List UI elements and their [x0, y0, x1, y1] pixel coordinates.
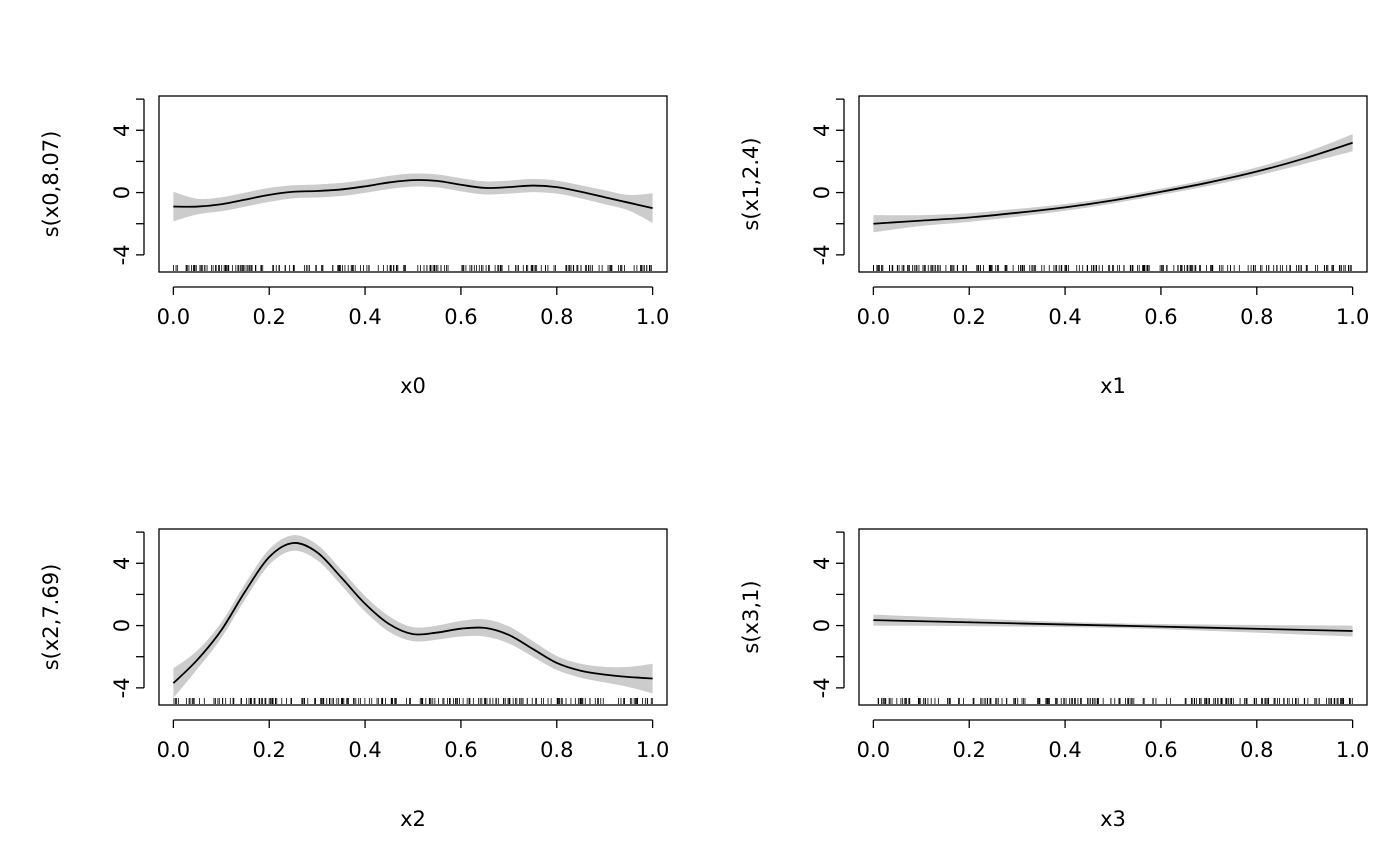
x-tick-label: 1.0	[636, 305, 669, 329]
x-axis-title: x0	[400, 374, 426, 398]
x-tick-label: 0.4	[1048, 738, 1081, 762]
x-tick-label: 0.8	[540, 738, 573, 762]
x-tick-label: 0.4	[348, 305, 381, 329]
y-tick-label: 4	[110, 557, 134, 570]
x-tick-label: 0.8	[540, 305, 573, 329]
panel-x1: 0.0 0.2 0.4 0.6 0.8 1.0 -4 0 4 x1 s(x1,2.4)	[739, 95, 1369, 398]
x-tick-label: 0.6	[444, 738, 477, 762]
smooth-fit-line	[172, 542, 653, 684]
x-tick-label: 0.4	[348, 738, 381, 762]
y-axis-title: s(x0,8.07)	[39, 131, 63, 238]
x-tick-label: 0.6	[1144, 738, 1177, 762]
smooth-fit-line	[873, 619, 1353, 632]
x-tick-label: 0.6	[1144, 305, 1177, 329]
smooth-fit-line	[173, 179, 653, 210]
x-tick-label: 1.0	[1336, 305, 1369, 329]
x-tick-label: 0.0	[857, 738, 890, 762]
y-tick-label: 4	[810, 557, 834, 570]
y-tick-label: 4	[110, 124, 134, 137]
x-tick-label: 1.0	[636, 738, 669, 762]
plot-frame	[858, 95, 1368, 273]
y-tick-label: -4	[110, 677, 134, 698]
rug-marks	[173, 265, 652, 271]
panel-x2: 0.0 0.2 0.4 0.6 0.8 1.0 -4 0 4 x2 s(x2,7.69)	[39, 528, 669, 831]
panel-x0: 0.0 0.2 0.4 0.6 0.8 1.0 -4 0 4 x0 s(x0,8.07)	[39, 95, 669, 398]
y-axis-title: s(x2,7.69)	[39, 564, 63, 671]
y-tick-label: 0	[810, 186, 834, 199]
x-axis-title: x2	[400, 807, 426, 831]
x-axis-title: x3	[1100, 807, 1126, 831]
confidence-band	[873, 134, 1353, 233]
x-tick-label: 0.2	[953, 305, 986, 329]
rug-marks	[877, 698, 1353, 704]
x-tick-label: 0.8	[1240, 305, 1273, 329]
x-axis-title: x1	[1100, 374, 1126, 398]
x-tick-label: 0.0	[157, 738, 190, 762]
plot-frame	[858, 528, 1368, 706]
plot-frame	[158, 95, 668, 273]
y-tick-label: 4	[810, 124, 834, 137]
panel-x3: 0.0 0.2 0.4 0.6 0.8 1.0 -4 0 4 x3 s(x3,1)	[739, 528, 1369, 831]
confidence-band	[173, 535, 653, 698]
y-axis-title: s(x3,1)	[739, 580, 763, 653]
x-tick-label: 0.2	[953, 738, 986, 762]
y-tick-label: -4	[810, 244, 834, 265]
x-tick-label: 0.2	[253, 738, 286, 762]
x-tick-label: 0.2	[253, 305, 286, 329]
smooth-fit-line	[873, 141, 1353, 225]
x-tick-label: 0.6	[444, 305, 477, 329]
plot-frame	[158, 528, 668, 706]
rug-marks	[173, 698, 653, 704]
x-tick-label: 0.0	[857, 305, 890, 329]
x-tick-label: 1.0	[1336, 738, 1369, 762]
y-tick-label: 0	[110, 186, 134, 199]
x-tick-label: 0.8	[1240, 738, 1273, 762]
x-tick-label: 0.0	[157, 305, 190, 329]
y-axis-title: s(x1,2.4)	[739, 137, 763, 230]
y-tick-label: -4	[110, 244, 134, 265]
y-tick-label: 0	[810, 619, 834, 632]
y-tick-label: -4	[810, 677, 834, 698]
rug-marks	[873, 265, 1352, 271]
x-tick-label: 0.4	[1048, 305, 1081, 329]
y-tick-label: 0	[110, 619, 134, 632]
